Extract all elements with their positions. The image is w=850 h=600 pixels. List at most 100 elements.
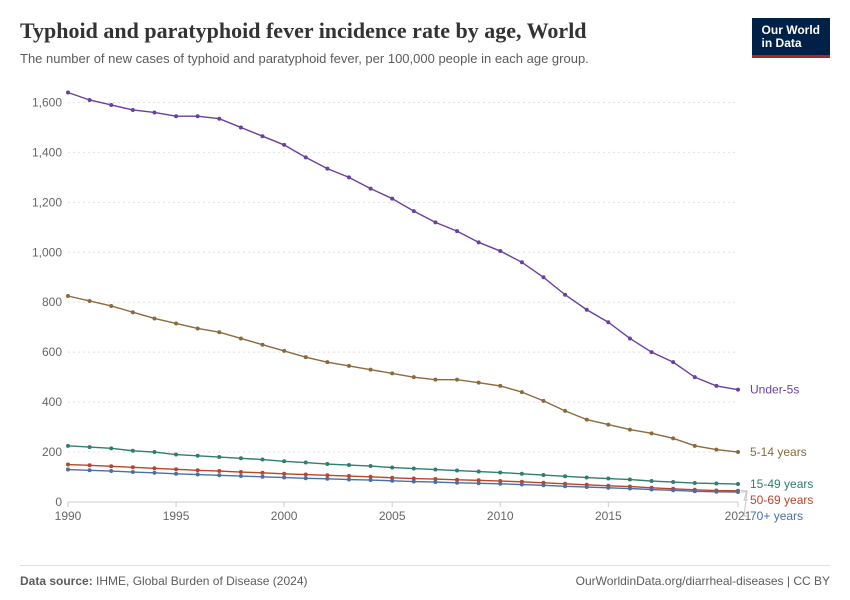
series-marker bbox=[282, 459, 286, 463]
y-tick-label: 1,200 bbox=[32, 195, 62, 209]
series-marker bbox=[239, 470, 243, 474]
series-marker bbox=[585, 485, 589, 489]
series-marker bbox=[433, 467, 437, 471]
series-marker bbox=[628, 428, 632, 432]
series-marker bbox=[196, 454, 200, 458]
x-tick-label: 2015 bbox=[595, 509, 622, 523]
series-marker bbox=[477, 481, 481, 485]
series-marker bbox=[174, 472, 178, 476]
series-marker bbox=[455, 229, 459, 233]
footer-source-text: IHME, Global Burden of Disease (2024) bbox=[96, 574, 307, 588]
series-marker bbox=[736, 482, 740, 486]
series-marker bbox=[650, 431, 654, 435]
series-marker bbox=[109, 304, 113, 308]
series-marker bbox=[606, 320, 610, 324]
series-marker bbox=[455, 481, 459, 485]
series-marker bbox=[109, 446, 113, 450]
chart-footer: Data source: IHME, Global Burden of Dise… bbox=[20, 565, 830, 588]
chart-subtitle: The number of new cases of typhoid and p… bbox=[20, 50, 740, 68]
series-marker bbox=[325, 360, 329, 364]
series-marker bbox=[347, 474, 351, 478]
series-marker bbox=[282, 475, 286, 479]
series-marker bbox=[66, 90, 70, 94]
y-tick-label: 1,000 bbox=[32, 245, 62, 259]
series-marker bbox=[152, 466, 156, 470]
series-marker bbox=[650, 350, 654, 354]
series-marker bbox=[174, 114, 178, 118]
series-label: 50-69 years bbox=[750, 493, 813, 507]
series-marker bbox=[477, 469, 481, 473]
series-marker bbox=[498, 249, 502, 253]
series-marker bbox=[520, 472, 524, 476]
series-marker bbox=[261, 471, 265, 475]
series-marker bbox=[693, 375, 697, 379]
series-marker bbox=[498, 384, 502, 388]
footer-source: Data source: IHME, Global Burden of Dise… bbox=[20, 574, 307, 588]
series-marker bbox=[88, 463, 92, 467]
series-marker bbox=[433, 480, 437, 484]
series-marker bbox=[217, 469, 221, 473]
series-marker bbox=[369, 464, 373, 468]
chart-title: Typhoid and paratyphoid fever incidence … bbox=[20, 18, 740, 44]
series-marker bbox=[606, 423, 610, 427]
series-marker bbox=[563, 474, 567, 478]
series-marker bbox=[693, 481, 697, 485]
series-marker bbox=[563, 293, 567, 297]
series-marker bbox=[412, 479, 416, 483]
series-marker bbox=[390, 197, 394, 201]
series-marker bbox=[714, 448, 718, 452]
series-marker bbox=[325, 167, 329, 171]
series-marker bbox=[433, 220, 437, 224]
series-marker bbox=[693, 489, 697, 493]
series-marker bbox=[174, 321, 178, 325]
series-line bbox=[68, 469, 738, 491]
footer-right: OurWorldinData.org/diarrheal-diseases | … bbox=[576, 574, 830, 588]
series-marker bbox=[520, 482, 524, 486]
series-marker bbox=[325, 473, 329, 477]
line-chart-svg: 02004006008001,0001,2001,4001,6001990199… bbox=[20, 80, 830, 530]
series-marker bbox=[152, 110, 156, 114]
series-marker bbox=[455, 378, 459, 382]
y-tick-label: 800 bbox=[42, 295, 62, 309]
series-marker bbox=[606, 486, 610, 490]
series-marker bbox=[541, 275, 545, 279]
series-marker bbox=[88, 445, 92, 449]
series-marker bbox=[261, 343, 265, 347]
series-marker bbox=[66, 444, 70, 448]
series-marker bbox=[671, 488, 675, 492]
series-marker bbox=[152, 471, 156, 475]
series-label: 5-14 years bbox=[750, 445, 807, 459]
series-marker bbox=[736, 450, 740, 454]
series-marker bbox=[131, 108, 135, 112]
series-marker bbox=[369, 478, 373, 482]
series-marker bbox=[433, 378, 437, 382]
series-marker bbox=[585, 475, 589, 479]
y-tick-label: 200 bbox=[42, 445, 62, 459]
series-marker bbox=[541, 399, 545, 403]
y-tick-label: 1,400 bbox=[32, 145, 62, 159]
series-marker bbox=[66, 294, 70, 298]
series-marker bbox=[563, 484, 567, 488]
y-tick-label: 0 bbox=[55, 495, 62, 509]
series-line bbox=[68, 296, 738, 452]
series-marker bbox=[282, 349, 286, 353]
series-marker bbox=[671, 436, 675, 440]
logo-line-1: Our World bbox=[762, 24, 820, 37]
series-marker bbox=[152, 450, 156, 454]
series-label: 70+ years bbox=[750, 509, 803, 523]
series-label: Under-5s bbox=[750, 383, 799, 397]
series-marker bbox=[585, 418, 589, 422]
series-marker bbox=[736, 490, 740, 494]
series-marker bbox=[412, 209, 416, 213]
series-marker bbox=[131, 310, 135, 314]
series-marker bbox=[650, 487, 654, 491]
series-marker bbox=[304, 472, 308, 476]
series-marker bbox=[390, 465, 394, 469]
series-marker bbox=[736, 388, 740, 392]
x-tick-label: 2005 bbox=[379, 509, 406, 523]
series-marker bbox=[239, 125, 243, 129]
series-marker bbox=[239, 474, 243, 478]
series-marker bbox=[606, 476, 610, 480]
series-marker bbox=[347, 364, 351, 368]
series-marker bbox=[628, 477, 632, 481]
